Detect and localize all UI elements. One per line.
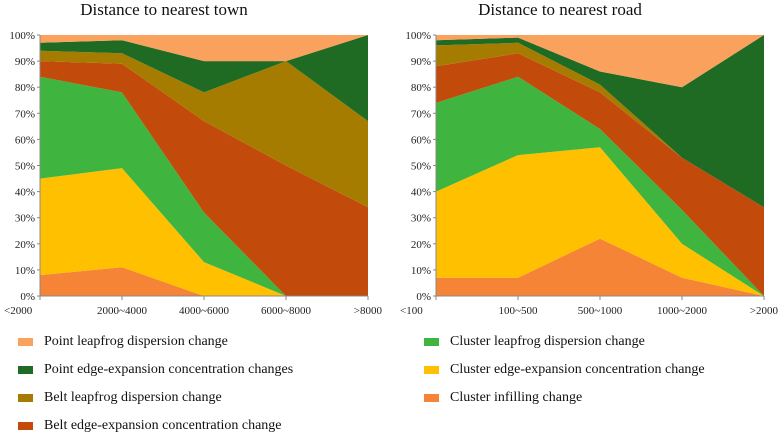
y-tick-label: 20% [15, 239, 35, 251]
y-tick-label: 70% [15, 108, 35, 120]
y-tick-label: 100% [9, 30, 35, 42]
area-belt-leapfrog-dispersion-change [436, 42, 764, 208]
x-tick-label: >8000 [354, 305, 383, 317]
area-point-edge-expansion-concentration-changes [436, 35, 764, 208]
legend-swatch [424, 366, 439, 374]
legend-swatch [18, 422, 33, 430]
area-point-leapfrog-dispersion-change [436, 35, 764, 88]
chart-title-road: Distance to nearest road [478, 0, 642, 19]
x-tick-label: 1000~2000 [657, 305, 707, 317]
y-tick-label: 40% [15, 187, 35, 199]
legend-swatch [424, 394, 439, 402]
area-belt-edge-expansion-concentration-change [40, 61, 368, 296]
legend-label: Point leapfrog dispersion change [44, 334, 228, 349]
legend-label: Point edge-expansion concentration chang… [44, 362, 294, 377]
y-tick-label: 30% [411, 213, 431, 225]
legend-item-cluster-edge-expansion: Cluster edge-expansion concentration cha… [424, 362, 705, 378]
y-tick-label: 50% [411, 161, 431, 173]
x-tick-label: 4000~6000 [179, 305, 229, 317]
y-tick-label: 50% [15, 161, 35, 173]
legend-label: Belt edge-expansion concentration change [44, 418, 282, 433]
area-belt-edge-expansion-concentration-change [436, 53, 764, 296]
legend-item-point-edge-expansion: Point edge-expansion concentration chang… [18, 362, 293, 378]
y-tick-label: 0% [416, 291, 431, 303]
legend-item-belt-edge-expansion: Belt edge-expansion concentration change [18, 418, 282, 434]
legend-label: Cluster edge-expansion concentration cha… [450, 362, 705, 377]
x-tick-label: 500~1000 [578, 305, 623, 317]
y-tick-label: 40% [411, 187, 431, 199]
area-belt-leapfrog-dispersion-change [40, 50, 368, 208]
y-tick-label: 80% [15, 82, 35, 94]
y-tick-label: 90% [15, 56, 35, 68]
y-tick-label: 10% [411, 265, 431, 277]
legend-swatch [18, 338, 33, 346]
chart-title-town: Distance to nearest town [80, 0, 248, 19]
legend-swatch [424, 338, 439, 346]
y-tick-label: 80% [411, 82, 431, 94]
y-tick-label: 100% [405, 30, 431, 42]
area-cluster-edge-expansion-concentration-change [40, 168, 368, 296]
area-cluster-leapfrog-dispersion-change [40, 76, 368, 296]
x-tick-label: <2000 [4, 305, 33, 317]
area-cluster-infilling-change [436, 238, 764, 296]
y-tick-label: 70% [411, 108, 431, 120]
x-tick-label: >2000 [750, 305, 779, 317]
y-tick-label: 30% [15, 213, 35, 225]
y-tick-label: 20% [411, 239, 431, 251]
legend-label: Belt leapfrog dispersion change [44, 390, 222, 405]
y-tick-label: 90% [411, 56, 431, 68]
legend-item-cluster-leapfrog: Cluster leapfrog dispersion change [424, 334, 645, 350]
legend-swatch [18, 394, 33, 402]
legend-item-cluster-infilling: Cluster infilling change [424, 390, 582, 406]
legend-label: Cluster infilling change [450, 390, 583, 405]
y-tick-label: 10% [15, 265, 35, 277]
area-cluster-infilling-change [40, 267, 368, 296]
y-tick-label: 60% [15, 134, 35, 146]
x-tick-label: 100~500 [499, 305, 538, 317]
y-tick-label: 60% [411, 134, 431, 146]
legend-label: Cluster leapfrog dispersion change [450, 334, 645, 349]
area-cluster-edge-expansion-concentration-change [436, 147, 764, 296]
area-point-edge-expansion-concentration-changes [40, 35, 368, 122]
area-cluster-leapfrog-dispersion-change [436, 76, 764, 296]
legend-item-belt-leapfrog: Belt leapfrog dispersion change [18, 390, 222, 406]
x-tick-label: 6000~8000 [261, 305, 311, 317]
legend-swatch [18, 366, 33, 374]
area-point-leapfrog-dispersion-change [40, 35, 368, 62]
legend-item-point-leapfrog: Point leapfrog dispersion change [18, 334, 228, 350]
y-tick-label: 0% [20, 291, 35, 303]
x-tick-label: <100 [400, 305, 423, 317]
x-tick-label: 2000~4000 [97, 305, 147, 317]
